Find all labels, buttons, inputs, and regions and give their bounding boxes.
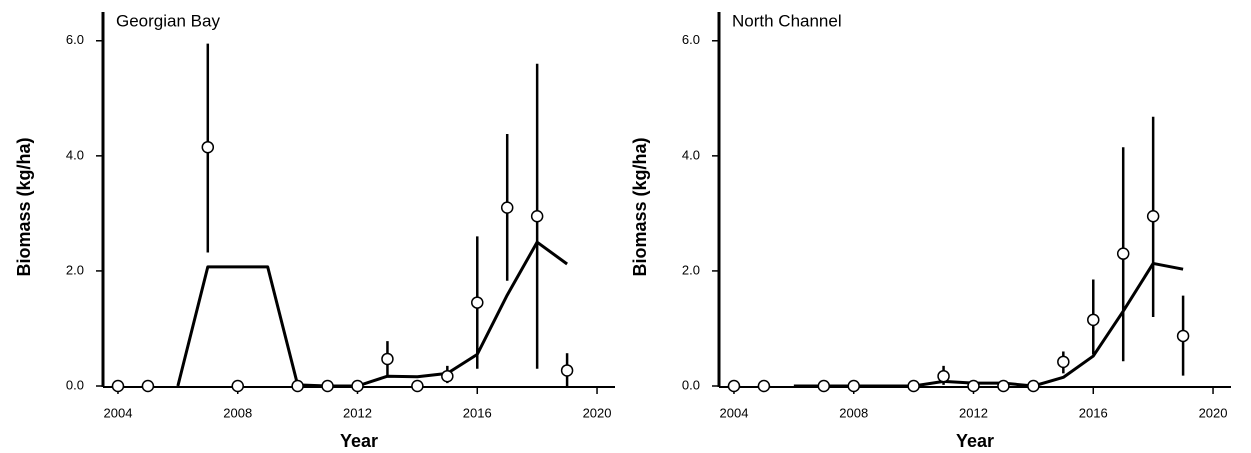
data-point bbox=[907, 379, 920, 393]
y-axis-label: Biomass (kg/ha) bbox=[14, 137, 34, 276]
data-point bbox=[471, 296, 484, 309]
x-tick-label: 2004 bbox=[104, 405, 133, 420]
panel-title: Georgian Bay bbox=[116, 11, 220, 30]
x-tick-label: 2008 bbox=[839, 405, 868, 420]
x-tick-label: 2020 bbox=[583, 405, 612, 420]
data-point bbox=[937, 369, 950, 383]
y-tick-label: 4.0 bbox=[66, 147, 84, 162]
data-point bbox=[727, 379, 741, 393]
y-tick-label: 6.0 bbox=[682, 32, 700, 47]
y-axis-label: Biomass (kg/ha) bbox=[630, 137, 650, 276]
x-tick-label: 2020 bbox=[1199, 405, 1228, 420]
data-point bbox=[111, 379, 125, 393]
x-tick-label: 2004 bbox=[720, 405, 749, 420]
data-point bbox=[757, 379, 771, 393]
data-point bbox=[291, 379, 304, 393]
data-point bbox=[1176, 329, 1190, 343]
data-point bbox=[997, 379, 1010, 393]
data-point bbox=[231, 379, 244, 393]
data-point bbox=[351, 379, 364, 393]
data-point bbox=[530, 210, 544, 223]
y-tick-label: 0.0 bbox=[682, 377, 700, 392]
panel-title: North Channel bbox=[732, 11, 842, 30]
x-tick-label: 2012 bbox=[343, 405, 372, 420]
trend-line bbox=[793, 261, 1184, 388]
x-axis-label: Year bbox=[956, 431, 994, 451]
data-point bbox=[381, 352, 394, 366]
data-point bbox=[500, 201, 514, 214]
data-point bbox=[321, 379, 334, 393]
x-tick-label: 2008 bbox=[223, 405, 252, 420]
data-point bbox=[201, 140, 215, 154]
data-point bbox=[441, 369, 454, 383]
x-tick-label: 2016 bbox=[463, 405, 492, 420]
x-tick-label: 2012 bbox=[959, 405, 988, 420]
y-tick-label: 0.0 bbox=[66, 377, 84, 392]
x-axis-label: Year bbox=[340, 431, 378, 451]
data-point bbox=[817, 379, 831, 393]
data-point bbox=[967, 379, 980, 393]
data-point bbox=[411, 379, 424, 393]
data-point bbox=[1027, 379, 1040, 393]
trend-line bbox=[176, 240, 568, 388]
data-point bbox=[847, 379, 860, 393]
y-tick-label: 6.0 bbox=[66, 32, 84, 47]
x-tick-label: 2016 bbox=[1079, 405, 1108, 420]
data-point bbox=[141, 379, 155, 393]
data-point bbox=[1057, 355, 1070, 369]
y-tick-label: 2.0 bbox=[682, 262, 700, 277]
y-tick-label: 2.0 bbox=[66, 262, 84, 277]
data-point bbox=[1116, 247, 1130, 260]
data-point bbox=[560, 364, 574, 377]
data-point bbox=[1146, 210, 1160, 223]
data-point bbox=[1087, 313, 1100, 327]
y-tick-label: 4.0 bbox=[682, 147, 700, 162]
